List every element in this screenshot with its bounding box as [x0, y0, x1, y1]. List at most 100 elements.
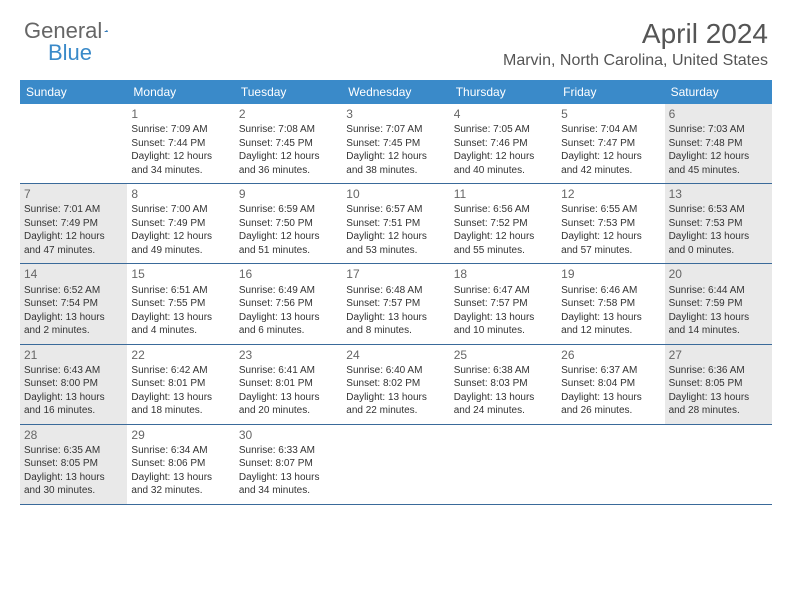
day-cell: 15Sunrise: 6:51 AMSunset: 7:55 PMDayligh…: [127, 264, 234, 343]
day-cell: 21Sunrise: 6:43 AMSunset: 8:00 PMDayligh…: [20, 345, 127, 424]
sunset-text: Sunset: 7:45 PM: [346, 137, 445, 151]
day-header: Thursday: [450, 80, 557, 104]
day-cell: 24Sunrise: 6:40 AMSunset: 8:02 PMDayligh…: [342, 345, 449, 424]
day-cell: 20Sunrise: 6:44 AMSunset: 7:59 PMDayligh…: [665, 264, 772, 343]
day-cell: 25Sunrise: 6:38 AMSunset: 8:03 PMDayligh…: [450, 345, 557, 424]
day-cell: 9Sunrise: 6:59 AMSunset: 7:50 PMDaylight…: [235, 184, 342, 263]
sunrise-text: Sunrise: 6:36 AM: [669, 364, 768, 378]
day-number: 4: [454, 106, 553, 122]
sunrise-text: Sunrise: 6:48 AM: [346, 284, 445, 298]
sunset-text: Sunset: 7:58 PM: [561, 297, 660, 311]
sunrise-text: Sunrise: 6:35 AM: [24, 444, 123, 458]
day-cell: 22Sunrise: 6:42 AMSunset: 8:01 PMDayligh…: [127, 345, 234, 424]
day-number: 29: [131, 427, 230, 443]
day-number: 12: [561, 186, 660, 202]
day-cell: 10Sunrise: 6:57 AMSunset: 7:51 PMDayligh…: [342, 184, 449, 263]
daylight-text: Daylight: 12 hours and 34 minutes.: [131, 150, 230, 177]
sunset-text: Sunset: 8:04 PM: [561, 377, 660, 391]
day-number: 30: [239, 427, 338, 443]
day-number: 19: [561, 266, 660, 282]
week-row: 7Sunrise: 7:01 AM Sunset: 7:49 PM Daylight…: [20, 184, 772, 264]
day-number: 7: [24, 186, 123, 202]
sunrise-text: Sunrise: 6:56 AM: [454, 203, 553, 217]
day-cell: 8Sunrise: 7:00 AMSunset: 7:49 PMDaylight…: [127, 184, 234, 263]
day-cell: 4Sunrise: 7:05 AMSunset: 7:46 PMDaylight…: [450, 104, 557, 183]
sunrise-text: Sunrise: 6:38 AM: [454, 364, 553, 378]
day-header: Monday: [127, 80, 234, 104]
sunset-text: Sunset: 8:03 PM: [454, 377, 553, 391]
sunrise-text: Sunrise: 7:05 AM: [454, 123, 553, 137]
day-cell: 18Sunrise: 6:47 AMSunset: 7:57 PMDayligh…: [450, 264, 557, 343]
daylight-text: Daylight: 13 hours and 14 minutes.: [669, 311, 768, 338]
daylight-text: Daylight: 12 hours and 57 minutes.: [561, 230, 660, 257]
sunset-text: Sunset: 7:51 PM: [346, 217, 445, 231]
logo-icon: [104, 23, 108, 39]
day-number: 8: [131, 186, 230, 202]
week-row: 1Sunrise: 7:09 AMSunset: 7:44 PMDaylight…: [20, 104, 772, 184]
day-cell: 14Sunrise: 6:52 AMSunset: 7:54 PMDayligh…: [20, 264, 127, 343]
daylight-text: Daylight: 13 hours and 32 minutes.: [131, 471, 230, 498]
sunrise-text: Sunrise: 6:59 AM: [239, 203, 338, 217]
day-number: 13: [669, 186, 768, 202]
daylight-text: Daylight: 13 hours and 6 minutes.: [239, 311, 338, 338]
sunrise-text: Sunrise: 6:47 AM: [454, 284, 553, 298]
day-number: 26: [561, 347, 660, 363]
day-number: 9: [239, 186, 338, 202]
sunset-text: Sunset: 7:59 PM: [669, 297, 768, 311]
weeks-container: 1Sunrise: 7:09 AMSunset: 7:44 PMDaylight…: [20, 104, 772, 505]
day-cell: 7Sunrise: 7:01 AMSunset: 7:49 PMDaylight…: [20, 184, 127, 263]
daylight-text: Daylight: 13 hours and 18 minutes.: [131, 391, 230, 418]
day-number: 3: [346, 106, 445, 122]
sunrise-text: Sunrise: 6:52 AM: [24, 284, 123, 298]
sunrise-text: Sunrise: 7:01 AM: [24, 203, 123, 217]
day-cell: 11Sunrise: 6:56 AMSunset: 7:52 PMDayligh…: [450, 184, 557, 263]
daylight-text: Daylight: 13 hours and 22 minutes.: [346, 391, 445, 418]
day-cell: 19Sunrise: 6:46 AMSunset: 7:58 PMDayligh…: [557, 264, 664, 343]
day-number: 2: [239, 106, 338, 122]
sunset-text: Sunset: 7:48 PM: [669, 137, 768, 151]
day-number: 20: [669, 266, 768, 282]
day-cell: 27Sunrise: 6:36 AMSunset: 8:05 PMDayligh…: [665, 345, 772, 424]
sunset-text: Sunset: 7:49 PM: [131, 217, 230, 231]
sunrise-text: Sunrise: 6:53 AM: [669, 203, 768, 217]
sunset-text: Sunset: 7:53 PM: [561, 217, 660, 231]
daylight-text: Daylight: 13 hours and 26 minutes.: [561, 391, 660, 418]
day-cell: 5Sunrise: 7:04 AMSunset: 7:47 PMDaylight…: [557, 104, 664, 183]
sunset-text: Sunset: 8:05 PM: [669, 377, 768, 391]
sunrise-text: Sunrise: 7:07 AM: [346, 123, 445, 137]
sunset-text: Sunset: 7:45 PM: [239, 137, 338, 151]
sunrise-text: Sunrise: 6:42 AM: [131, 364, 230, 378]
day-cell: [20, 104, 127, 183]
week-row: 14 Sunrise: 6:52 AMSunset: 7:54 PM Dayligh…: [20, 264, 772, 344]
daylight-text: Daylight: 13 hours and 20 minutes.: [239, 391, 338, 418]
day-header: Friday: [557, 80, 664, 104]
day-number: 11: [454, 186, 553, 202]
day-cell: 26Sunrise: 6:37 AMSunset: 8:04 PMDayligh…: [557, 345, 664, 424]
sunset-text: Sunset: 7:53 PM: [669, 217, 768, 231]
day-header: Sunday: [20, 80, 127, 104]
sunrise-text: Sunrise: 6:43 AM: [24, 364, 123, 378]
sunrise-text: Sunrise: 6:49 AM: [239, 284, 338, 298]
sunset-text: Sunset: 8:05 PM: [24, 457, 123, 471]
day-number: 14: [24, 266, 123, 282]
sunset-text: Sunset: 7:57 PM: [346, 297, 445, 311]
daylight-text: Daylight: 12 hours and 51 minutes.: [239, 230, 338, 257]
daylight-text: Daylight: 13 hours and 0 minutes.: [669, 230, 768, 257]
day-number: 5: [561, 106, 660, 122]
daylight-text: Daylight: 12 hours and 47 minutes.: [24, 230, 123, 257]
sunset-text: Sunset: 8:07 PM: [239, 457, 338, 471]
daylight-text: Daylight: 13 hours and 34 minutes.: [239, 471, 338, 498]
month-title: April 2024: [503, 18, 768, 50]
sunset-text: Sunset: 7:50 PM: [239, 217, 338, 231]
sunset-text: Sunset: 7:57 PM: [454, 297, 553, 311]
daylight-text: Daylight: 13 hours and 4 minutes.: [131, 311, 230, 338]
day-cell: [450, 425, 557, 504]
sunset-text: Sunset: 8:01 PM: [239, 377, 338, 391]
sunset-text: Sunset: 7:47 PM: [561, 137, 660, 151]
sunset-text: Sunset: 7:55 PM: [131, 297, 230, 311]
calendar: Sunday Monday Tuesday Wednesday Thursday…: [20, 80, 772, 505]
day-number: 16: [239, 266, 338, 282]
daylight-text: Daylight: 12 hours and 40 minutes.: [454, 150, 553, 177]
sunset-text: Sunset: 7:54 PM: [24, 297, 123, 311]
sunrise-text: Sunrise: 7:08 AM: [239, 123, 338, 137]
